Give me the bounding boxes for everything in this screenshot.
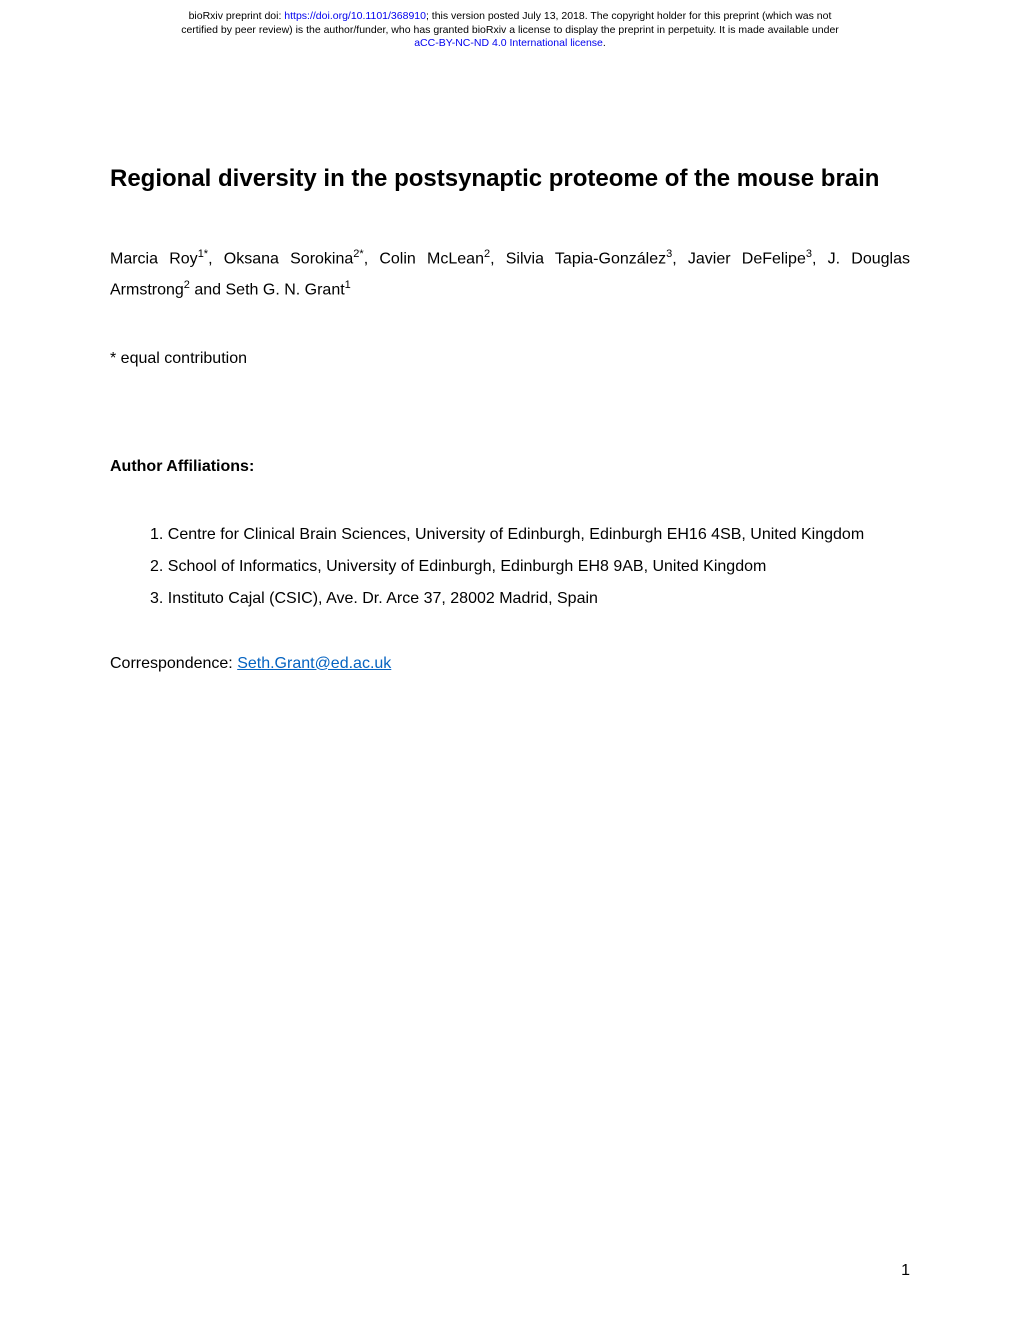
paper-title: Regional diversity in the postsynaptic p… [110, 157, 910, 200]
doi-link[interactable]: https://doi.org/10.1101/368910 [284, 10, 426, 22]
page-content: Regional diversity in the postsynaptic p… [0, 57, 1020, 673]
license-suffix: . [603, 37, 606, 49]
equal-contribution-note: * equal contribution [110, 350, 910, 368]
affiliation-item: 3. Instituto Cajal (CSIC), Ave. Dr. Arce… [150, 584, 910, 614]
affiliation-item: 2. School of Informatics, University of … [150, 552, 910, 582]
correspondence-email-link[interactable]: Seth.Grant@ed.ac.uk [237, 655, 391, 672]
affiliation-item: 1. Centre for Clinical Brain Sciences, U… [150, 520, 910, 550]
header-line1-suffix: ; this version posted July 13, 2018. The… [426, 10, 831, 22]
correspondence-label: Correspondence: [110, 655, 237, 672]
correspondence: Correspondence: Seth.Grant@ed.ac.uk [110, 655, 910, 673]
preprint-header: bioRxiv preprint doi: https://doi.org/10… [0, 0, 1020, 57]
affiliations-list: 1. Centre for Clinical Brain Sciences, U… [110, 520, 910, 615]
authors-list: Marcia Roy1*, Oksana Sorokina2*, Colin M… [110, 244, 910, 305]
license-link[interactable]: aCC-BY-NC-ND 4.0 International license [414, 37, 603, 49]
page-number: 1 [901, 1262, 910, 1280]
header-line1-prefix: bioRxiv preprint doi: [189, 10, 285, 22]
affiliations-heading: Author Affiliations: [110, 458, 910, 476]
header-line2: certified by peer review) is the author/… [181, 24, 839, 36]
